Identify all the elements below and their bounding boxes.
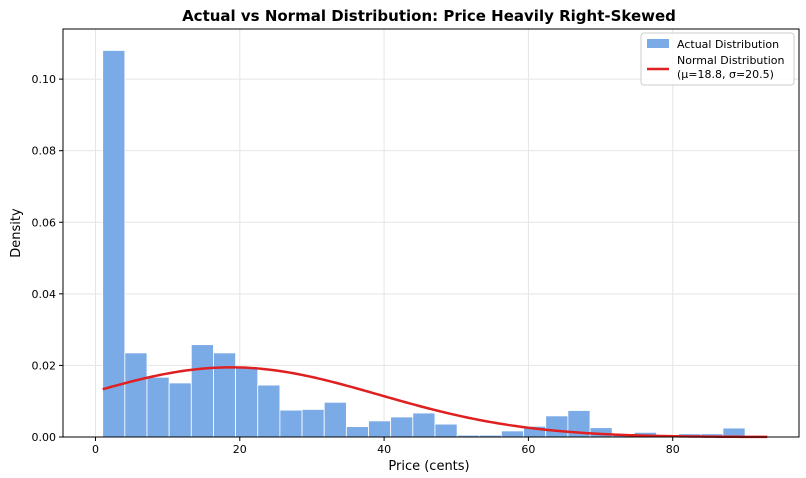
- y-tick-label: 0.04: [32, 288, 57, 301]
- y-tick-label: 0.00: [32, 431, 57, 444]
- normal-curve-layer: [102, 366, 768, 439]
- chart-title: Actual vs Normal Distribution: Price Hea…: [182, 7, 676, 25]
- histogram-bar: [190, 344, 214, 438]
- histogram-bar: [102, 50, 126, 438]
- legend-label-normal-params: (μ=18.8, σ=20.5): [677, 68, 774, 81]
- legend-box: [640, 32, 795, 86]
- histogram-bar: [323, 401, 347, 438]
- plot-frame: [62, 28, 800, 438]
- histogram-bar: [146, 376, 170, 438]
- legend-label-normal: Normal Distribution: [677, 54, 784, 67]
- x-tick-label: 20: [233, 443, 247, 456]
- x-tick-label: 80: [666, 443, 680, 456]
- x-axis-label: Price (cents): [388, 459, 469, 474]
- x-axis-ticks: 0 20 40 60 80: [92, 437, 680, 456]
- histogram-bar: [301, 409, 325, 438]
- y-tick-label: 0.06: [32, 216, 57, 229]
- histogram-bar: [279, 409, 303, 438]
- y-tick-label: 0.02: [32, 359, 57, 372]
- normal-curve-line: [102, 366, 768, 439]
- histogram-bar: [434, 423, 458, 438]
- histogram-bar: [213, 352, 236, 438]
- histogram-bar: [235, 366, 259, 438]
- histogram-bar: [545, 415, 569, 438]
- histogram-bar: [168, 382, 192, 438]
- x-tick-label: 60: [521, 443, 535, 456]
- histogram-bar: [501, 430, 524, 438]
- histogram-bar: [390, 416, 414, 438]
- legend-swatch-actual: [647, 39, 669, 48]
- histogram-bar: [345, 426, 369, 438]
- y-tick-label: 0.08: [32, 145, 57, 158]
- y-axis-ticks: 0.00 0.02 0.04 0.06 0.08 0.10: [32, 73, 63, 444]
- histogram-bar: [257, 384, 281, 438]
- legend: Actual Distribution Normal Distribution …: [640, 32, 795, 86]
- x-tick-label: 0: [92, 443, 99, 456]
- x-tick-label: 40: [377, 443, 391, 456]
- legend-label-actual: Actual Distribution: [677, 38, 779, 51]
- histogram-bar: [412, 412, 436, 438]
- y-tick-label: 0.10: [32, 73, 57, 86]
- histogram-bar: [368, 420, 392, 438]
- y-axis-label: Density: [9, 208, 24, 258]
- histogram-bar: [124, 352, 148, 438]
